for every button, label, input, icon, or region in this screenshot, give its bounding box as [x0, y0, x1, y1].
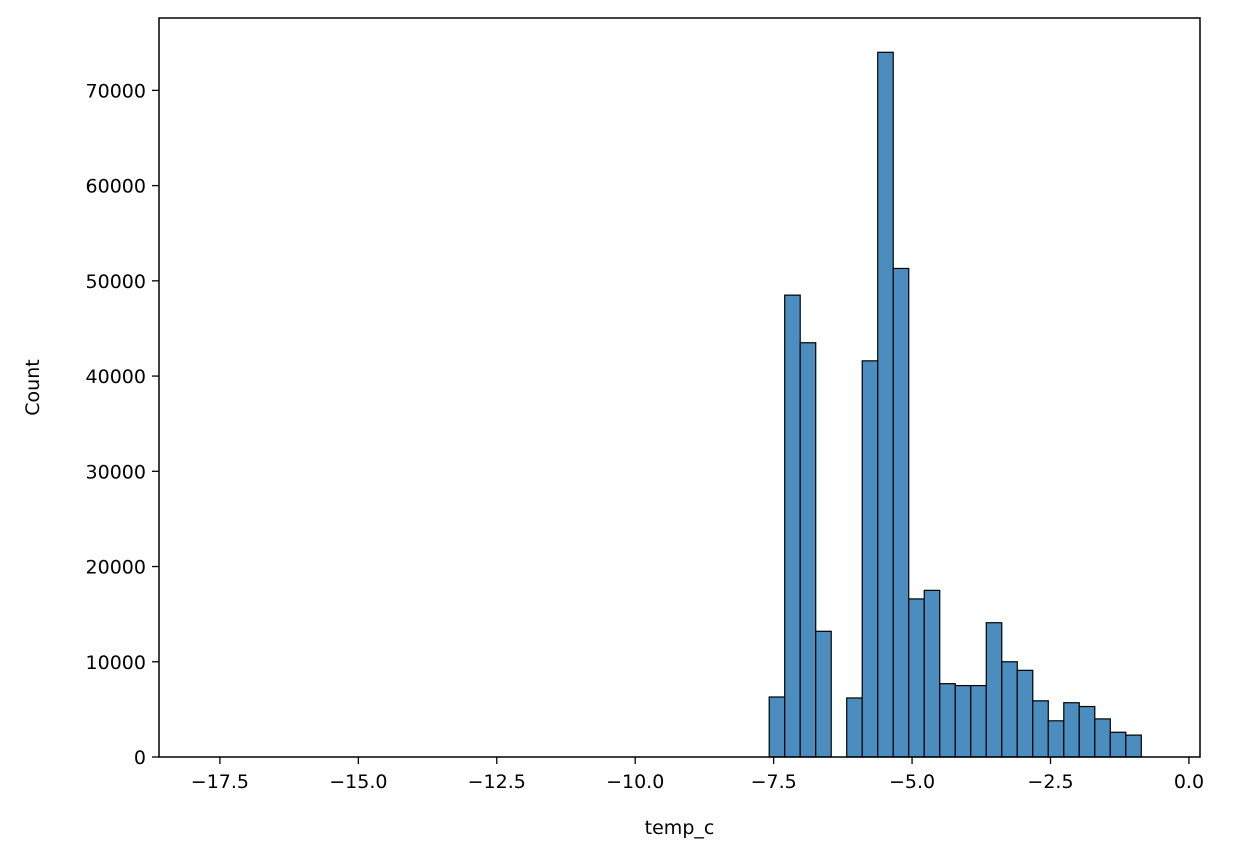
histogram-bar [970, 684, 987, 758]
y-tick-label: 50000 [86, 271, 146, 293]
x-tick-label: −7.5 [751, 771, 797, 793]
histogram-bar [1094, 718, 1111, 758]
histogram-bar [1001, 661, 1018, 758]
histogram-bar [923, 589, 941, 758]
histogram-bar [939, 683, 956, 758]
histogram-bar [846, 697, 863, 758]
x-axis-label: temp_c [645, 817, 715, 839]
histogram-bar [1078, 705, 1096, 758]
histogram-bar [892, 267, 910, 758]
histogram-bar [784, 294, 801, 758]
x-tick-label: −15.0 [329, 771, 387, 793]
histogram-bar [1016, 669, 1034, 758]
histogram-bar [954, 684, 972, 758]
y-axis-ticks: 0 10000 20000 30000 40000 50000 60000 70000 [86, 80, 159, 769]
histogram-bar [1125, 734, 1142, 758]
y-tick-label: 70000 [86, 80, 146, 102]
y-tick-label: 0 [134, 747, 146, 769]
plot-frame [158, 17, 1201, 758]
histogram-bar [799, 342, 817, 758]
histogram-bar [1063, 702, 1080, 758]
x-tick-label: −12.5 [468, 771, 526, 793]
x-tick-label: −10.0 [606, 771, 664, 793]
y-tick-label: 10000 [86, 652, 146, 674]
x-tick-label: −5.0 [889, 771, 935, 793]
x-axis-ticks: −17.5 −15.0 −12.5 −10.0 −7.5 −5.0 −2.5 0.0 [191, 757, 1204, 793]
histogram-bars [768, 51, 1142, 758]
y-tick-label: 60000 [86, 176, 146, 198]
y-tick-label: 20000 [86, 557, 146, 579]
y-tick-label: 40000 [86, 366, 146, 388]
x-tick-label: 0.0 [1174, 771, 1204, 793]
histogram-bar [861, 360, 879, 758]
y-axis-label: Count [22, 359, 44, 415]
histogram-bar [768, 696, 786, 758]
x-tick-label: −17.5 [191, 771, 249, 793]
histogram-bar [877, 51, 894, 758]
histogram-bar [1032, 700, 1049, 758]
x-tick-label: −2.5 [1027, 771, 1073, 793]
histogram-bar [1047, 720, 1065, 758]
histogram-bar [815, 630, 832, 758]
histogram-bar [908, 598, 925, 758]
histogram-bar [1109, 731, 1127, 758]
y-tick-label: 30000 [86, 461, 146, 483]
histogram-bar [985, 622, 1003, 758]
